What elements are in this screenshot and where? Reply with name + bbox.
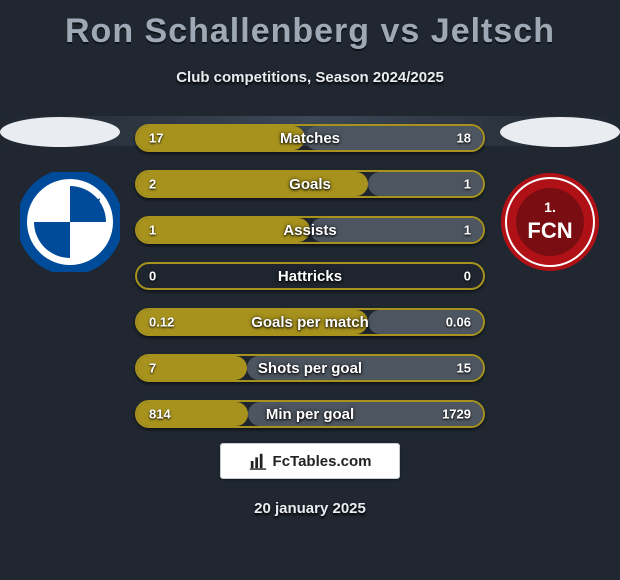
stat-value-right: 1729 [442, 407, 471, 422]
title-player-right: Jeltsch [431, 12, 555, 50]
title-vs: vs [381, 12, 421, 50]
nurnberg-logo-icon: 1. FCN [500, 172, 600, 272]
right-club-logo: 1. FCN [500, 172, 600, 272]
stat-value-right: 0.06 [446, 315, 471, 330]
stat-value-left: 17 [149, 131, 163, 146]
left-club-logo: S 04 [20, 172, 120, 272]
stat-label: Hattricks [278, 268, 342, 285]
left-badge-ellipse [0, 117, 120, 147]
title-player-left: Ron Schallenberg [65, 12, 370, 50]
stat-value-left: 0 [149, 269, 156, 284]
svg-text:1.: 1. [544, 199, 556, 215]
stat-value-right: 18 [457, 131, 471, 146]
stat-row: 1 Assists 1 [135, 216, 485, 244]
stat-row: 0 Hattricks 0 [135, 262, 485, 290]
stat-value-right: 1 [464, 177, 471, 192]
right-badge-ellipse [500, 117, 620, 147]
stats-container: 17 Matches 18 2 Goals 1 1 Assists 1 0 Hattricks 0 0.… [135, 124, 485, 446]
stat-label: Matches [280, 130, 340, 147]
stat-row: 17 Matches 18 [135, 124, 485, 152]
svg-text:FCN: FCN [527, 218, 572, 243]
page-title: Ron Schallenberg vs Jeltsch [0, 0, 620, 51]
stat-row: 0.12 Goals per match 0.06 [135, 308, 485, 336]
schalke-logo-icon: S 04 [20, 172, 120, 272]
stat-label: Shots per goal [258, 360, 362, 377]
stat-value-left: 814 [149, 407, 171, 422]
stat-value-left: 2 [149, 177, 156, 192]
stat-row: 814 Min per goal 1729 [135, 400, 485, 428]
stat-label: Goals per match [251, 314, 369, 331]
stat-row: 7 Shots per goal 15 [135, 354, 485, 382]
subtitle: Club competitions, Season 2024/2025 [0, 69, 620, 86]
stat-label: Assists [283, 222, 336, 239]
stat-row: 2 Goals 1 [135, 170, 485, 198]
stat-value-left: 7 [149, 361, 156, 376]
stat-label: Goals [289, 176, 331, 193]
stat-value-left: 1 [149, 223, 156, 238]
stat-fill-left [137, 172, 368, 196]
stat-value-left: 0.12 [149, 315, 174, 330]
stat-value-right: 1 [464, 223, 471, 238]
brand-badge[interactable]: FcTables.com [220, 443, 400, 479]
brand-text: FcTables.com [273, 453, 372, 470]
stat-label: Min per goal [266, 406, 354, 423]
svg-text:04: 04 [70, 226, 90, 246]
bar-chart-icon [249, 452, 267, 470]
footer-date: 20 january 2025 [0, 500, 620, 517]
svg-text:S: S [52, 198, 64, 218]
stat-value-right: 0 [464, 269, 471, 284]
stat-value-right: 15 [457, 361, 471, 376]
